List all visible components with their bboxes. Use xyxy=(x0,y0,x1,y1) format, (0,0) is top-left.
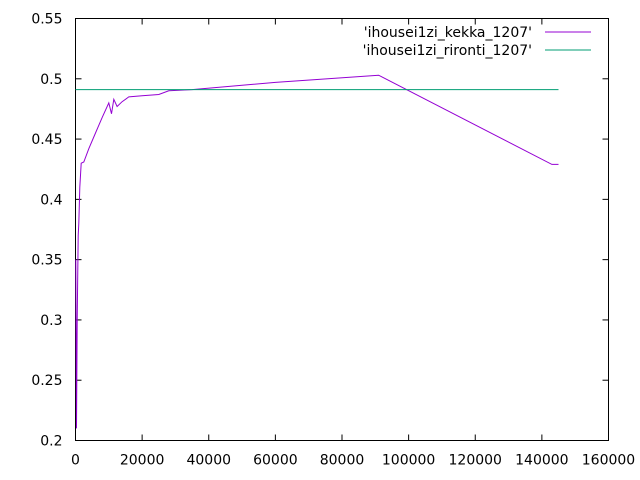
x-tick-label: 80000 xyxy=(320,453,365,469)
series-line-1 xyxy=(75,74,559,429)
y-tick-label: 0.25 xyxy=(31,373,62,389)
y-tick-label: 0.3 xyxy=(40,313,62,329)
x-tick-label: 20000 xyxy=(120,453,165,469)
plot-frame xyxy=(75,18,609,441)
y-tick-label: 0.4 xyxy=(40,192,62,208)
y-tick-label: 0.55 xyxy=(31,12,62,28)
x-tick-label: 40000 xyxy=(186,453,231,469)
x-tick-label: 160000 xyxy=(582,453,635,469)
y-axis: 0.2 0.25 0.3 0.35 0.4 0.45 0.5 0.55 xyxy=(31,12,609,450)
legend-label-1: 'ihousei1zi_kekka_1207' xyxy=(364,25,532,41)
x-tick-label: 140000 xyxy=(515,453,568,469)
x-tick-label: 100000 xyxy=(382,453,435,469)
x-tick-label: 0 xyxy=(71,453,80,469)
y-tick-label: 0.2 xyxy=(40,434,62,450)
plot-border xyxy=(75,18,609,441)
series-layer xyxy=(75,74,559,429)
x-axis: 0 20000 40000 60000 80000 100000 120000 140000 1… xyxy=(71,18,635,469)
y-tick-label: 0.45 xyxy=(31,132,62,148)
x-tick-label: 120000 xyxy=(449,453,502,469)
y-tick-label: 0.5 xyxy=(40,72,62,88)
legend: 'ihousei1zi_kekka_1207' 'ihousei1zi_riron… xyxy=(363,25,591,59)
legend-label-2: 'ihousei1zi_rironti_1207' xyxy=(363,43,532,59)
x-tick-label: 60000 xyxy=(253,453,298,469)
y-tick-label: 0.35 xyxy=(31,253,62,269)
